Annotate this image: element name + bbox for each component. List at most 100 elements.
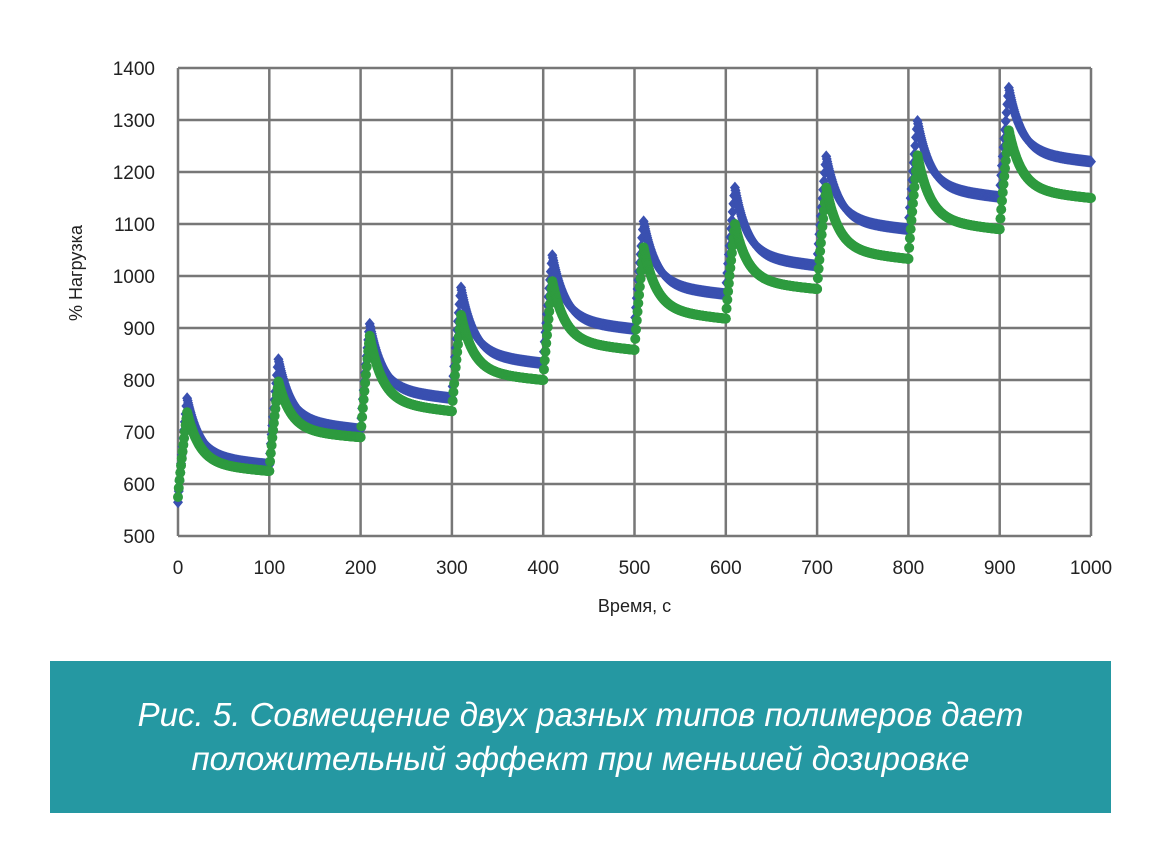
x-tick-label: 900 bbox=[984, 558, 1016, 579]
data-point bbox=[814, 254, 825, 265]
data-point bbox=[543, 314, 554, 325]
data-point bbox=[996, 195, 1007, 206]
data-point bbox=[998, 179, 1009, 190]
data-point bbox=[544, 306, 555, 317]
x-tick-label: 100 bbox=[253, 558, 285, 579]
figure-caption: Рис. 5. Совмещение двух разных типов пол… bbox=[50, 661, 1111, 813]
data-point bbox=[268, 425, 279, 436]
caption-line-1: Рис. 5. Совмещение двух разных типов пол… bbox=[137, 696, 1024, 733]
data-point bbox=[355, 432, 366, 443]
x-tick-label: 200 bbox=[345, 558, 377, 579]
data-point bbox=[630, 333, 641, 344]
data-point bbox=[173, 492, 183, 502]
x-tick-label: 800 bbox=[893, 558, 925, 579]
data-point bbox=[1000, 115, 1011, 128]
x-tick-label: 300 bbox=[436, 558, 468, 579]
data-point bbox=[357, 411, 368, 422]
data-point bbox=[907, 206, 918, 217]
data-point bbox=[634, 281, 645, 292]
data-point bbox=[360, 377, 371, 388]
data-point bbox=[175, 467, 186, 478]
data-point bbox=[813, 263, 824, 274]
data-point bbox=[542, 330, 553, 341]
x-axis-label: Время, с bbox=[598, 596, 671, 616]
data-point bbox=[449, 378, 460, 389]
data-point bbox=[815, 246, 826, 257]
data-point bbox=[174, 475, 185, 486]
data-point bbox=[723, 286, 734, 297]
data-point bbox=[448, 387, 459, 398]
data-point bbox=[910, 139, 921, 152]
data-point bbox=[633, 298, 644, 309]
y-tick-label: 800 bbox=[123, 371, 155, 392]
data-point bbox=[539, 355, 550, 366]
data-point bbox=[812, 284, 823, 294]
data-point bbox=[356, 421, 367, 432]
y-tick-label: 1100 bbox=[114, 215, 155, 236]
data-point bbox=[994, 224, 1005, 235]
data-point bbox=[541, 338, 552, 349]
data-point bbox=[997, 187, 1008, 198]
y-tick-label: 1300 bbox=[113, 111, 155, 132]
x-tick-label: 0 bbox=[173, 558, 184, 579]
data-point bbox=[173, 482, 184, 493]
y-tick-label: 500 bbox=[123, 527, 155, 548]
data-point bbox=[360, 369, 371, 380]
data-point bbox=[267, 432, 278, 443]
y-tick-label: 700 bbox=[123, 423, 155, 444]
data-point bbox=[264, 466, 275, 476]
data-point bbox=[726, 247, 737, 258]
data-point bbox=[816, 229, 827, 240]
data-point bbox=[634, 289, 645, 300]
data-point bbox=[452, 346, 463, 357]
data-point bbox=[542, 322, 553, 333]
caption-line-2: положительный эффект при меньшей дозиров… bbox=[191, 740, 970, 777]
x-tick-label: 400 bbox=[527, 558, 559, 579]
data-point bbox=[447, 395, 458, 406]
data-point bbox=[904, 233, 915, 244]
y-tick-label: 600 bbox=[123, 475, 155, 496]
data-point bbox=[815, 237, 826, 248]
x-tick-labels: 0 100 200 300 400 500 600 700 800 900 1000 bbox=[173, 558, 1112, 579]
data-point bbox=[452, 339, 463, 350]
y-tick-labels: 500 600 700 800 900 1000 1100 1200 1300 1400 bbox=[113, 59, 155, 548]
y-tick-label: 900 bbox=[123, 319, 155, 340]
data-point bbox=[903, 253, 914, 264]
data-point bbox=[909, 181, 920, 192]
data-point bbox=[359, 386, 370, 397]
data-point bbox=[721, 303, 732, 314]
x-tick-label: 1000 bbox=[1070, 558, 1112, 579]
data-point bbox=[995, 213, 1006, 224]
y-tick-label: 1000 bbox=[113, 267, 155, 288]
data-point bbox=[904, 242, 915, 253]
data-point bbox=[726, 255, 737, 266]
data-point bbox=[996, 204, 1007, 215]
data-point bbox=[265, 456, 276, 467]
data-point bbox=[629, 344, 640, 355]
data-point bbox=[450, 362, 461, 373]
x-tick-label: 600 bbox=[710, 558, 742, 579]
data-point bbox=[905, 224, 916, 235]
data-point bbox=[722, 294, 733, 305]
x-tick-label: 700 bbox=[801, 558, 833, 579]
data-point bbox=[632, 306, 643, 317]
data-point bbox=[631, 324, 642, 335]
data-point bbox=[635, 273, 646, 284]
data-point bbox=[1000, 155, 1011, 166]
data-point bbox=[266, 440, 277, 451]
data-point bbox=[451, 354, 462, 365]
chart: 0 100 200 300 400 500 600 700 800 900 1000 500 600 7… bbox=[66, 59, 1112, 616]
data-point bbox=[999, 171, 1010, 182]
data-point bbox=[906, 215, 917, 226]
data-point bbox=[818, 213, 829, 224]
data-point bbox=[908, 190, 919, 201]
data-point bbox=[1086, 155, 1096, 168]
series-2 bbox=[173, 125, 1096, 502]
data-point bbox=[812, 273, 823, 284]
data-point bbox=[720, 313, 731, 324]
data-point bbox=[1001, 106, 1012, 119]
data-point bbox=[361, 361, 372, 372]
chart-series bbox=[173, 81, 1096, 509]
y-tick-label: 1400 bbox=[113, 59, 155, 80]
data-point bbox=[725, 262, 736, 273]
